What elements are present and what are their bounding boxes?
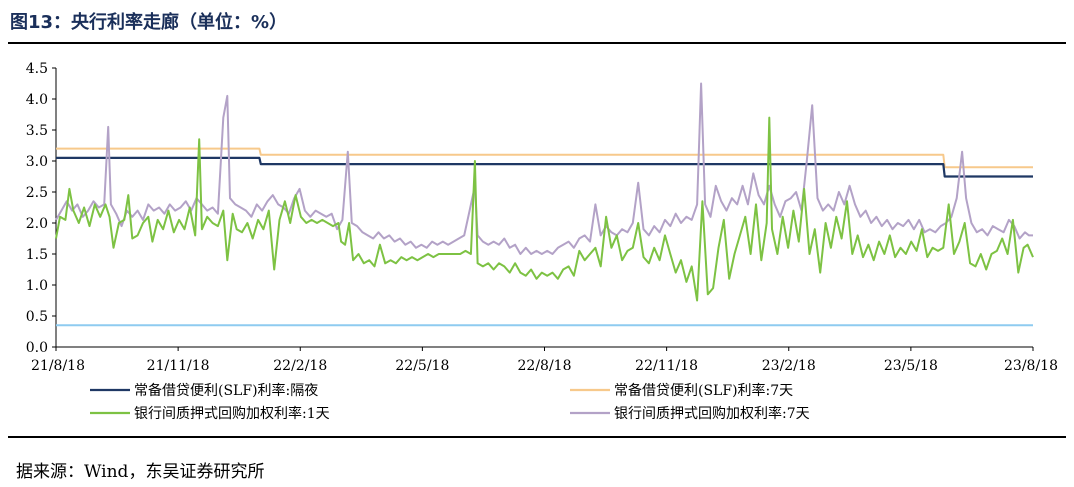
x-tick-label: 23/8/18 [1004, 358, 1058, 374]
y-tick-label: 1.5 [26, 247, 48, 263]
series-line-2 [55, 116, 1034, 302]
y-tick-label: 4.0 [26, 92, 48, 108]
x-tick-label: 21/8/18 [31, 358, 85, 374]
chart-axes: 0.0 0.5 1.0 1.5 2.0 2.5 3.0 3.5 4.0 4.5 21/8/18 21/… [26, 61, 1058, 374]
y-tick-label: 1.0 [26, 278, 48, 294]
source-note: 据来源：Wind，东吴证券研究所 [16, 462, 265, 482]
bottom-rule [8, 436, 1066, 438]
x-tick-label: 22/5/18 [395, 358, 449, 374]
y-tick-label: 4.5 [26, 61, 48, 77]
chart-series [55, 82, 1034, 327]
legend-label-1: 常备借贷便利(SLF)利率:7天 [614, 382, 793, 399]
chart-title: 图13：央行利率走廊（单位：%） [10, 12, 288, 33]
x-tick-label: 23/2/18 [762, 358, 816, 374]
x-tick-label: 23/5/18 [884, 358, 938, 374]
y-tick-label: 0.5 [26, 309, 48, 325]
y-tick-label: 0.0 [26, 340, 48, 356]
x-tick-label: 22/2/18 [273, 358, 327, 374]
x-tick-label: 22/11/18 [635, 358, 698, 374]
series-line-3 [55, 82, 1033, 255]
y-tick-label: 2.5 [26, 185, 48, 201]
legend-label-2: 银行间质押式回购加权利率:1天 [134, 405, 330, 422]
legend-label-3: 银行间质押式回购加权利率:7天 [614, 405, 810, 422]
x-tick-label: 22/8/18 [518, 358, 572, 374]
chart-legend: 常备借贷便利(SLF)利率:隔夜 常备借贷便利(SLF)利率:7天银行间质押式回购… [90, 382, 810, 422]
legend-label-0: 常备借贷便利(SLF)利率:隔夜 [134, 382, 318, 399]
top-rule [8, 42, 1066, 44]
y-tick-label: 3.0 [26, 154, 48, 170]
series-line-0 [56, 156, 1033, 178]
y-tick-label: 3.5 [26, 123, 48, 139]
x-tick-label: 21/11/18 [147, 358, 210, 374]
y-tick-label: 2.0 [26, 216, 48, 232]
